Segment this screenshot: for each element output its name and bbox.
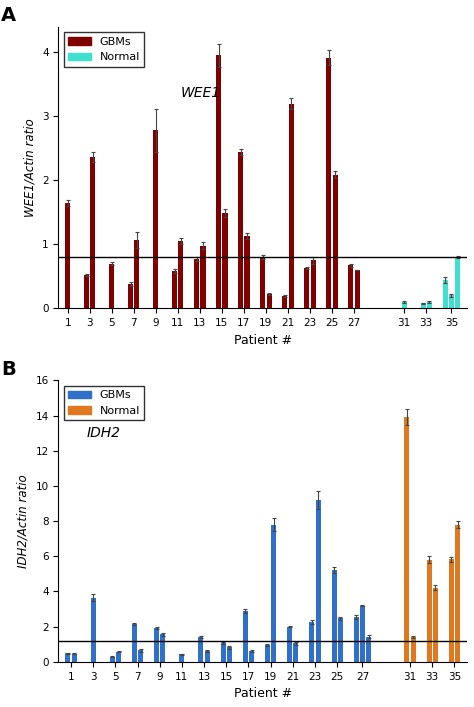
Bar: [172, 271, 177, 308]
Bar: [260, 257, 265, 308]
Bar: [249, 651, 254, 662]
X-axis label: Patient #: Patient #: [234, 687, 292, 700]
Bar: [160, 634, 165, 662]
Bar: [243, 611, 248, 662]
Bar: [360, 605, 365, 662]
Bar: [316, 501, 321, 662]
Bar: [216, 55, 221, 308]
Bar: [227, 648, 232, 662]
Bar: [366, 637, 371, 662]
Bar: [178, 241, 183, 308]
Text: IDH2: IDH2: [87, 426, 121, 440]
Bar: [132, 624, 137, 662]
Bar: [65, 203, 70, 308]
Bar: [304, 268, 310, 308]
Bar: [443, 280, 447, 308]
Bar: [433, 588, 438, 662]
Bar: [449, 559, 454, 662]
Bar: [135, 240, 139, 308]
Y-axis label: WEE1/Actin ratio: WEE1/Actin ratio: [24, 118, 36, 217]
Bar: [199, 636, 203, 662]
Bar: [427, 560, 432, 662]
Bar: [287, 626, 292, 662]
Bar: [116, 652, 121, 662]
Bar: [91, 157, 95, 308]
Bar: [128, 284, 133, 308]
Legend: GBMs, Normal: GBMs, Normal: [64, 386, 144, 421]
Bar: [179, 654, 184, 662]
Bar: [326, 57, 331, 308]
Bar: [338, 619, 343, 662]
Bar: [404, 417, 410, 662]
Bar: [333, 175, 337, 308]
Bar: [354, 617, 359, 662]
Bar: [245, 236, 249, 308]
Bar: [222, 213, 228, 308]
Bar: [72, 653, 77, 662]
Bar: [410, 637, 416, 662]
Bar: [205, 651, 210, 662]
Bar: [109, 264, 114, 308]
Bar: [65, 653, 71, 662]
Bar: [91, 597, 96, 662]
Bar: [109, 657, 115, 662]
Bar: [238, 152, 243, 308]
Bar: [154, 629, 159, 662]
Bar: [283, 296, 287, 308]
Bar: [138, 650, 143, 662]
Bar: [348, 265, 353, 308]
Bar: [355, 270, 360, 308]
Bar: [220, 643, 226, 662]
Bar: [271, 525, 276, 662]
Bar: [84, 275, 89, 308]
Bar: [265, 645, 270, 662]
Bar: [289, 104, 293, 308]
Bar: [310, 622, 314, 662]
Y-axis label: IDH2/Actin ratio: IDH2/Actin ratio: [17, 474, 30, 568]
Bar: [293, 643, 299, 662]
Bar: [455, 257, 460, 308]
Text: B: B: [1, 360, 16, 379]
Text: WEE1: WEE1: [181, 86, 221, 100]
Legend: GBMs, Normal: GBMs, Normal: [64, 33, 144, 67]
Bar: [427, 302, 432, 308]
Bar: [194, 259, 199, 308]
Bar: [266, 294, 272, 308]
Bar: [331, 570, 337, 662]
Bar: [449, 296, 454, 308]
Bar: [201, 245, 206, 308]
Bar: [420, 303, 426, 308]
Bar: [455, 525, 460, 662]
Text: A: A: [1, 6, 16, 25]
Bar: [402, 302, 407, 308]
Bar: [310, 260, 316, 308]
Bar: [153, 131, 158, 308]
X-axis label: Patient #: Patient #: [234, 334, 292, 346]
